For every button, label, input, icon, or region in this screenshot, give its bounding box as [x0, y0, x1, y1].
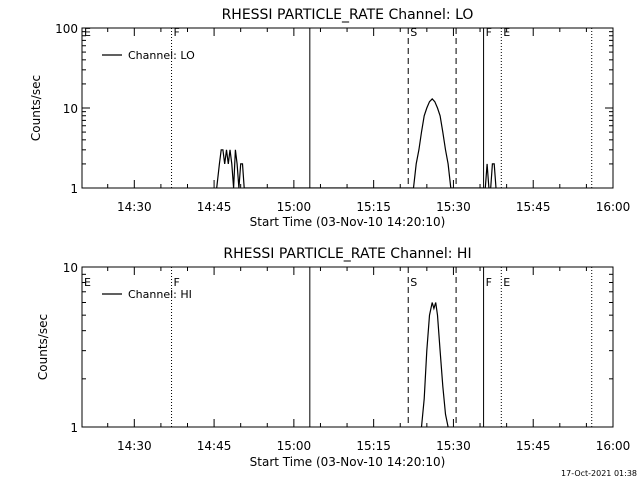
y-tick-label: 10 [63, 261, 78, 275]
x-tick-label: 15:15 [356, 200, 391, 214]
x-axis-label: Start Time (03-Nov-10 14:20:10) [250, 455, 446, 469]
hi-channel-panel: RHESSI PARTICLE_RATE Channel: HI Start Ti… [36, 246, 630, 469]
annotation-label: F [486, 26, 492, 39]
x-tick-label: 15:00 [277, 200, 312, 214]
chart-title: RHESSI PARTICLE_RATE Channel: HI [223, 246, 471, 262]
x-tick-label: 14:30 [117, 200, 152, 214]
x-tick-label: 15:00 [277, 439, 312, 453]
footer-timestamp: 17-Oct-2021 01:38 [561, 469, 637, 478]
chart-title: RHESSI PARTICLE_RATE Channel: LO [222, 7, 474, 23]
annotation-label: S [410, 276, 417, 289]
x-axis-label: Start Time (03-Nov-10 14:20:10) [250, 215, 446, 229]
annotation-label: S [410, 26, 417, 39]
annotation-label: E [503, 26, 510, 39]
legend-label: Channel: HI [128, 288, 192, 301]
y-tick-label: 1 [70, 182, 78, 196]
annotation-label: E [503, 276, 510, 289]
x-tick-label: 15:15 [356, 439, 391, 453]
x-tick-label: 16:00 [596, 439, 631, 453]
x-tick-label: 15:30 [436, 200, 471, 214]
x-tick-label: 14:30 [117, 439, 152, 453]
annotation-label: E [84, 276, 91, 289]
series-line [420, 302, 449, 427]
x-tick-label: 15:30 [436, 439, 471, 453]
x-tick-label: 14:45 [197, 439, 232, 453]
legend-label: Channel: LO [128, 49, 195, 62]
y-axis-label: Counts/sec [36, 314, 50, 380]
y-axis-label: Counts/sec [29, 75, 43, 141]
y-tick-label: 100 [55, 22, 78, 36]
y-tick-label: 10 [63, 102, 78, 116]
lo-channel-panel: RHESSI PARTICLE_RATE Channel: LO Start Ti… [29, 7, 630, 229]
x-tick-label: 14:45 [197, 200, 232, 214]
series-line [216, 98, 497, 188]
annotation-label: F [174, 276, 180, 289]
x-tick-label: 16:00 [596, 200, 631, 214]
y-tick-label: 1 [70, 421, 78, 435]
x-tick-label: 15:45 [516, 200, 551, 214]
x-tick-label: 15:45 [516, 439, 551, 453]
annotation-label: E [84, 26, 91, 39]
annotation-label: F [174, 26, 180, 39]
annotation-label: F [486, 276, 492, 289]
